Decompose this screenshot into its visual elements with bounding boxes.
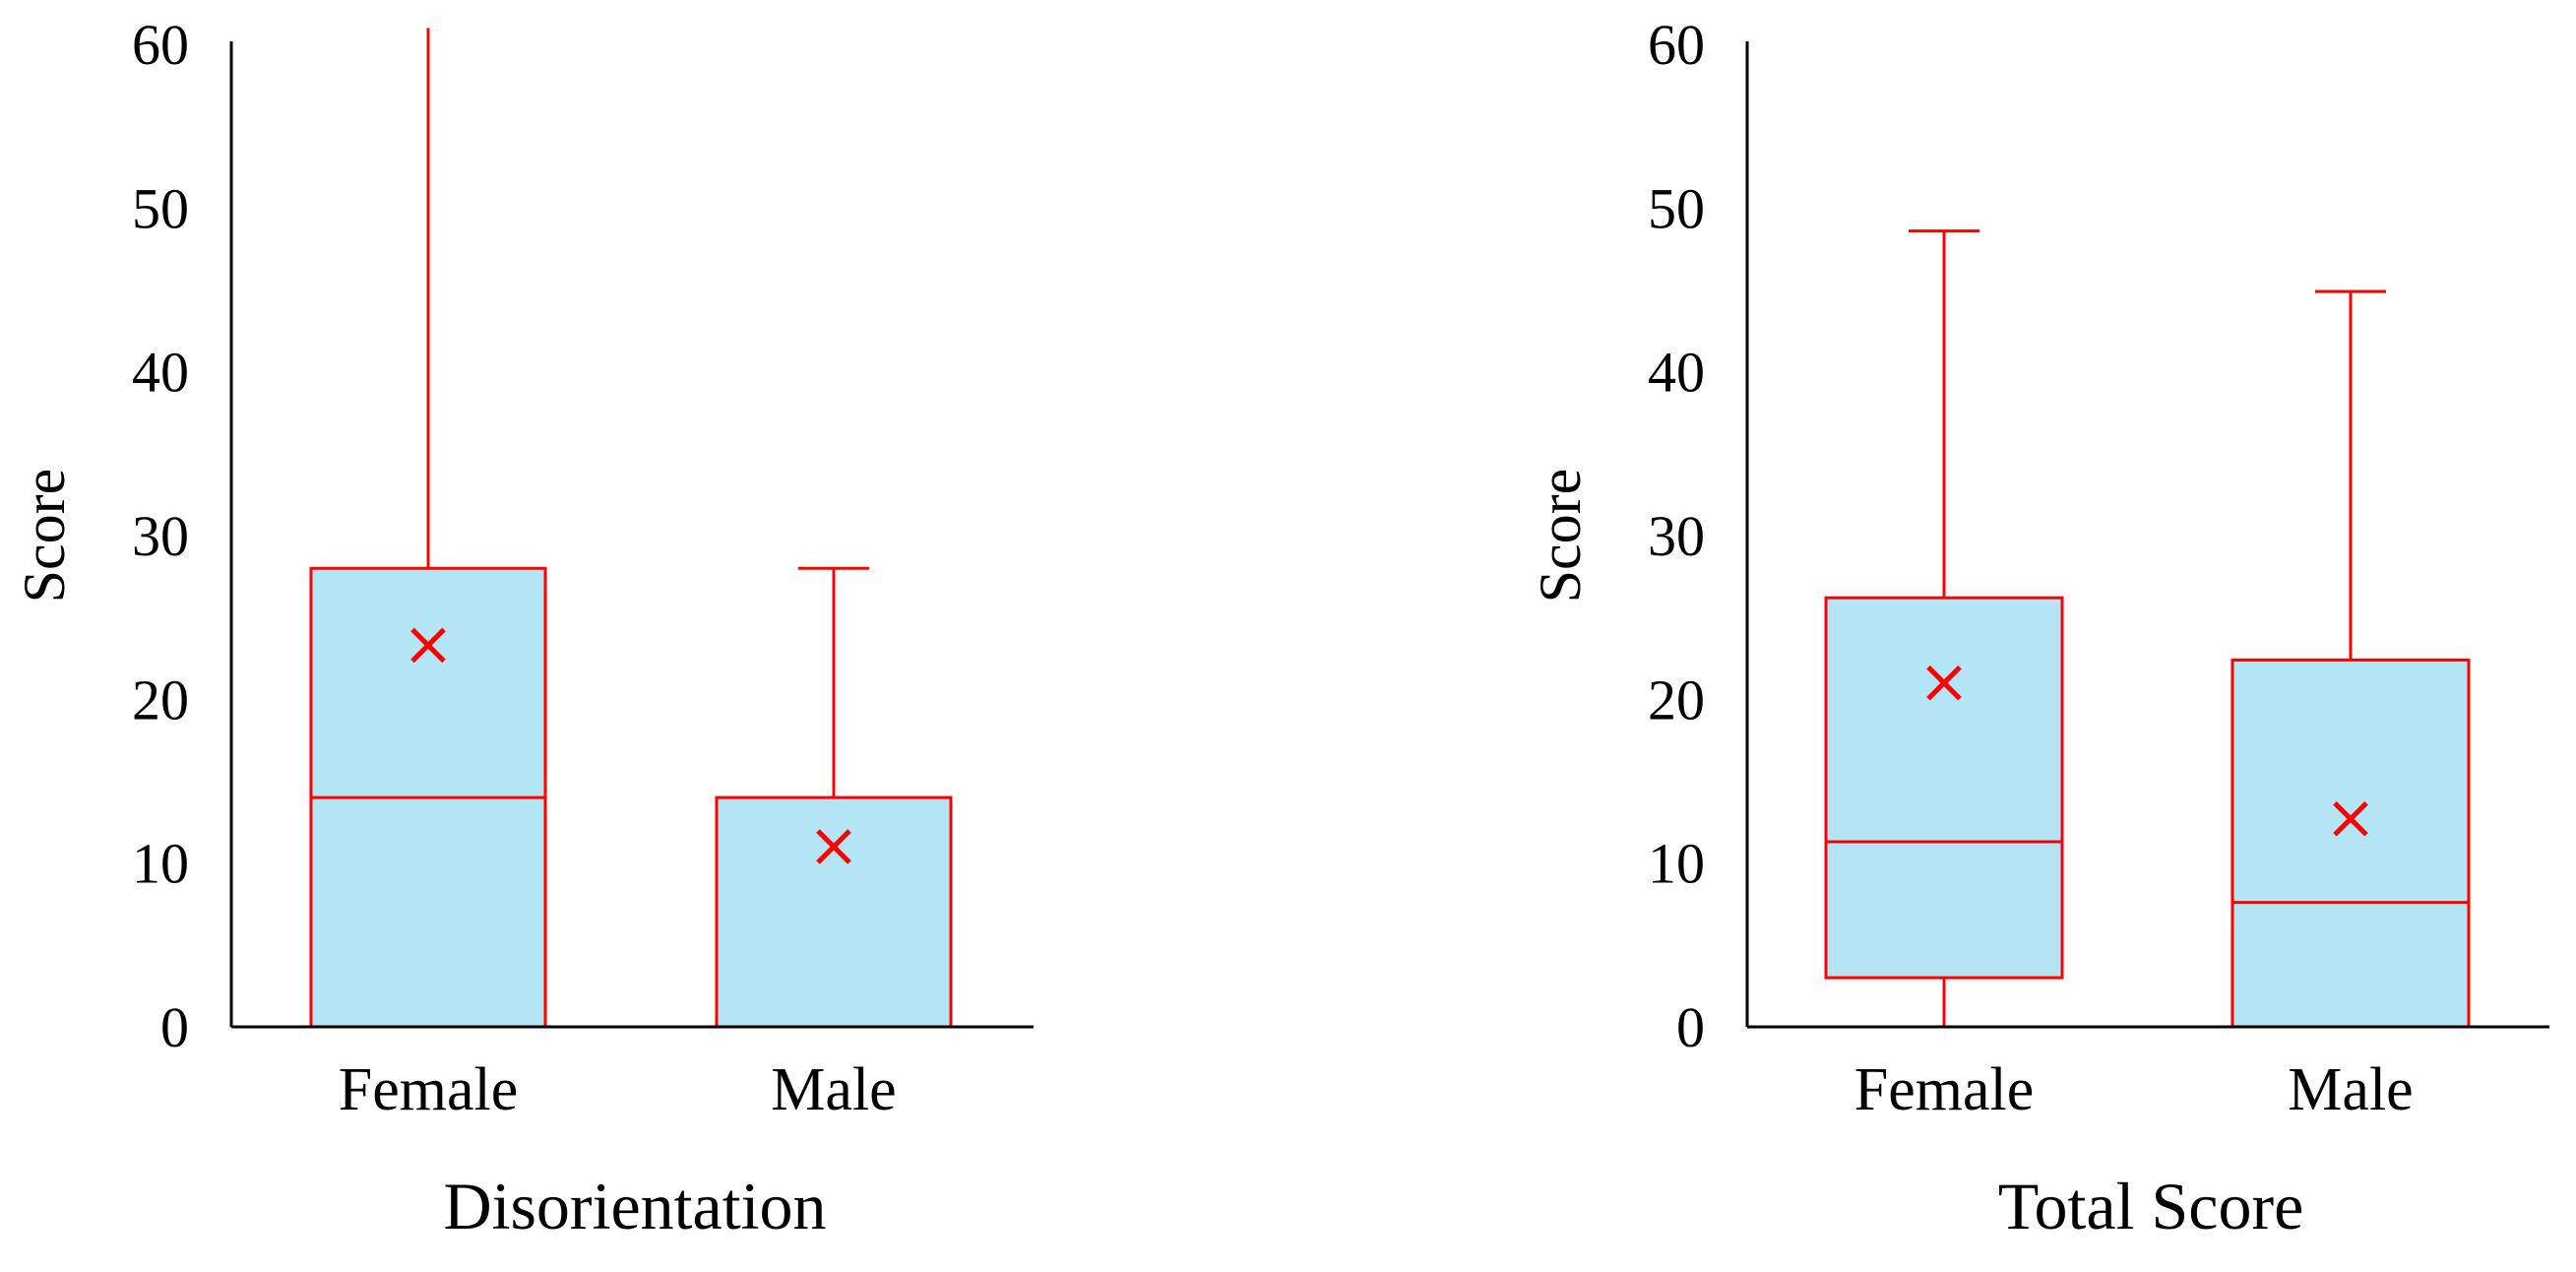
y-tick-label-1-6: 60 [1648,13,1705,77]
x-tick-label-1-1: Male [2288,1056,2413,1123]
box-0-0-mean-marker [410,627,446,664]
box-1-1-mean-stroke-1 [2333,800,2368,837]
y-tick-label-0-6: 60 [132,13,189,77]
y-tick-label-1-0: 0 [1676,995,1705,1059]
panel-title-1: Total Score [1998,1169,2304,1243]
box-1-0-iqr [1824,596,2064,980]
y-tick-label-0-3: 30 [132,504,189,568]
box-0-1-mean-marker [816,829,851,864]
box-1-0-mean-marker [1926,665,1962,701]
y-tick-label-0-1: 10 [132,832,189,896]
box-1-0-mean-stroke-1 [1926,665,1962,701]
y-tick-label-1-5: 50 [1648,176,1705,240]
y-axis-title-0: Score [12,469,77,604]
x-tick-label-0-0: Female [339,1056,519,1123]
y-tick-label-1-4: 40 [1648,341,1705,405]
panel-title-0: Disorientation [443,1169,826,1243]
y-tick-label-0-4: 40 [132,341,189,405]
box-0-0-mean-stroke-1 [410,627,446,664]
x-tick-label-0-1: Male [771,1056,896,1123]
x-tick-label-1-0: Female [1854,1056,2035,1123]
box-0-1-iqr [715,795,953,1029]
y-tick-label-1-3: 30 [1648,504,1705,568]
y-tick-label-0-5: 50 [132,176,189,240]
y-tick-label-0-2: 20 [132,668,189,731]
box-1-1-mean-marker [2333,800,2368,837]
y-tick-label-0-0: 0 [160,995,189,1059]
box-1-1-iqr [2230,658,2471,1029]
y-tick-label-1-2: 20 [1648,668,1705,731]
y-axis-title-1: Score [1528,469,1593,604]
y-tick-label-1-1: 10 [1648,832,1705,896]
box-0-1-mean-stroke-1 [816,829,851,864]
